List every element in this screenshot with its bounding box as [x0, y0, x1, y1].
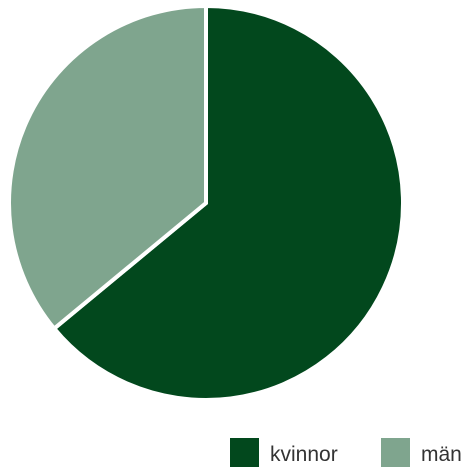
- legend-swatch-man: [381, 438, 410, 467]
- legend-swatch-kvinnor: [230, 438, 259, 467]
- pie-slices: [7, 3, 405, 402]
- legend-label-kvinnor: kvinnor: [270, 443, 338, 466]
- pie-slice-kvinnor: [51, 3, 405, 402]
- legend-item-man: män: [381, 438, 462, 467]
- legend: kvinnor män: [230, 438, 462, 467]
- legend-item-kvinnor: kvinnor: [230, 438, 338, 467]
- pie-slice-man: [7, 3, 208, 332]
- legend-label-man: män: [421, 443, 462, 466]
